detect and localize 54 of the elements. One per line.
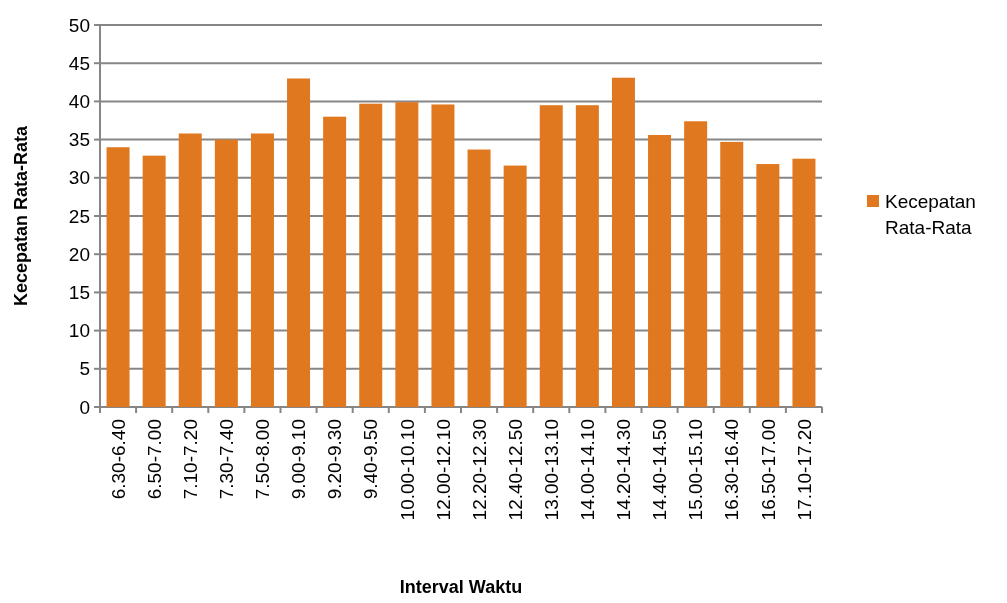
bar	[684, 121, 708, 407]
bar	[503, 165, 527, 407]
bar	[431, 104, 455, 407]
x-tick-label: 6.50-7.00	[143, 419, 165, 500]
bar	[575, 105, 599, 407]
x-tick-label: 12.20-12.30	[468, 419, 490, 521]
x-tick-label: 7.30-7.40	[216, 419, 237, 500]
bar	[648, 135, 672, 407]
x-tick-label: 16.30-16.40	[721, 419, 743, 521]
x-tick-label: 15.00-15.10	[685, 419, 707, 521]
x-tick-label: 14.40-14.50	[649, 419, 671, 521]
y-tick-label: 45	[68, 52, 90, 74]
bar	[250, 133, 274, 407]
y-tick-label: 0	[79, 396, 90, 418]
bar	[611, 77, 635, 407]
x-tick-label: 7.10-7.20	[179, 419, 201, 500]
x-tick-label: 12.00-12.10	[432, 419, 454, 521]
x-tick-label: 13.00-13.10	[540, 419, 562, 521]
y-tick-label: 10	[68, 320, 90, 342]
x-tick-label: 10.00-10.10	[396, 419, 418, 521]
x-tick-label: 9.20-9.30	[324, 419, 346, 500]
x-tick-label: 9.40-9.50	[360, 419, 382, 500]
x-tick-label: 12.40-12.50	[504, 419, 526, 521]
y-tick-label: 35	[68, 129, 90, 151]
bar	[792, 158, 816, 407]
legend-label: Kecepatan Rata-Rata	[885, 190, 976, 239]
x-tick-label: 16.50-17.00	[757, 419, 779, 521]
y-tick-label: 50	[68, 14, 90, 36]
bar	[539, 105, 563, 407]
bar	[720, 141, 744, 407]
bar	[287, 78, 311, 407]
bar	[467, 149, 491, 407]
x-tick-label: 6.30-6.40	[107, 419, 129, 500]
y-tick-label: 15	[68, 282, 90, 304]
x-tick-label: 14.00-14.10	[577, 419, 598, 521]
x-tick-label: 17.10-17.20	[793, 419, 815, 521]
bar	[106, 147, 130, 407]
bar	[142, 155, 166, 407]
bar	[395, 102, 419, 407]
y-tick-label: 20	[68, 243, 90, 265]
bar	[214, 139, 238, 407]
bar	[756, 164, 780, 407]
x-axis-title: Interval Waktu	[399, 577, 523, 597]
x-tick-label: 7.50-8.00	[252, 419, 274, 500]
y-tick-label: 25	[68, 205, 90, 227]
bar	[323, 116, 347, 407]
bar	[359, 103, 383, 407]
y-axis-title: Kecepatan Rata-Rata	[11, 124, 31, 307]
bar	[178, 133, 202, 407]
y-tick-label: 30	[68, 167, 90, 189]
x-tick-label: 14.20-14.30	[613, 419, 635, 521]
y-tick-label: 40	[68, 91, 90, 113]
x-tick-label: 9.00-9.10	[288, 419, 310, 500]
y-tick-label: 5	[79, 358, 90, 380]
